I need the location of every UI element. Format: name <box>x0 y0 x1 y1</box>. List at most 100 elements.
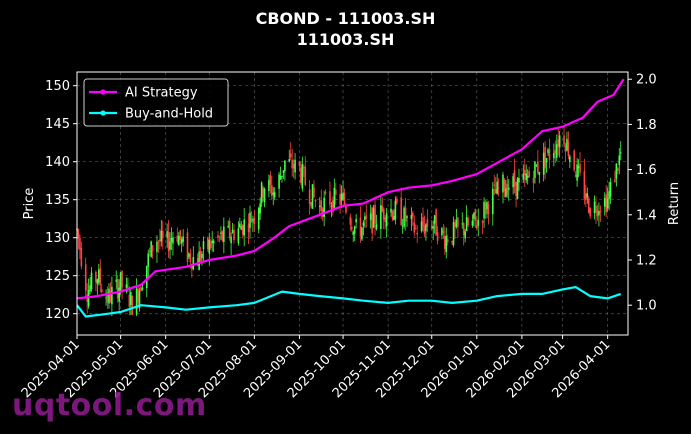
candle-body <box>263 188 266 203</box>
candle-body <box>167 231 170 252</box>
candle-body <box>105 297 107 299</box>
candle-body <box>291 159 293 169</box>
candle-body <box>320 200 323 211</box>
candle-body <box>494 188 497 194</box>
candle-body <box>445 235 448 252</box>
candle-body <box>555 144 558 158</box>
candle-body <box>451 240 453 243</box>
candle-body <box>292 163 295 169</box>
candle-body <box>160 230 163 242</box>
candle-body <box>430 225 433 229</box>
candle-body <box>567 141 570 156</box>
candle-body <box>422 217 424 227</box>
candle-body <box>414 227 417 229</box>
candle-body <box>240 226 243 230</box>
y-axis-label-right: Return <box>667 182 682 225</box>
candle-body <box>609 182 612 197</box>
candle-body <box>179 230 182 240</box>
candle-body <box>343 193 346 205</box>
candle-body <box>452 221 455 246</box>
legend-label: AI Strategy <box>125 86 198 101</box>
candle-body <box>282 170 285 173</box>
candle-body <box>617 168 619 172</box>
candle-body <box>87 290 90 307</box>
candle-body <box>374 204 376 225</box>
candle-body <box>481 221 484 223</box>
candle-body <box>273 192 276 198</box>
y-tick-label-right: 1.2 <box>636 253 657 268</box>
candle-body <box>365 215 368 219</box>
candle-body <box>534 161 536 178</box>
candle-body <box>608 191 610 200</box>
candle-body <box>406 216 408 218</box>
candle-body <box>198 251 200 271</box>
candle-body <box>170 237 173 242</box>
candle-body <box>596 210 599 217</box>
y-tick-label-right: 1.4 <box>636 208 657 223</box>
candle-body <box>89 285 91 292</box>
candle-body <box>262 187 264 198</box>
candle-body <box>116 278 119 299</box>
candle-body <box>138 290 141 309</box>
candle-body <box>436 231 439 241</box>
candle-body <box>207 237 209 250</box>
candle-body <box>223 226 225 243</box>
candle-body <box>595 205 597 213</box>
candle-body <box>522 173 525 180</box>
candle-body <box>412 212 414 217</box>
candle-body <box>333 187 336 208</box>
candle-body <box>118 287 120 302</box>
candle-body <box>239 223 241 228</box>
candle-body <box>423 225 426 234</box>
candle-body <box>98 269 100 283</box>
candle-body <box>249 212 251 228</box>
candle-body <box>512 176 514 188</box>
candle-body <box>454 222 456 227</box>
candle-body <box>476 225 478 229</box>
candle-body <box>247 223 250 233</box>
candle-body <box>420 221 423 232</box>
candle-body <box>442 230 445 234</box>
candle-body <box>618 155 621 166</box>
candle-body <box>109 291 112 302</box>
candle-body <box>384 217 387 222</box>
y-tick-label: 150 <box>45 79 70 94</box>
candle-body <box>432 226 434 229</box>
candle-body <box>257 208 260 230</box>
candle-body <box>493 184 496 186</box>
candle-body <box>350 226 353 230</box>
chart-subtitle: 111003.SH <box>296 30 395 49</box>
candle-body <box>353 226 356 234</box>
candle-body <box>201 253 203 258</box>
candle-body <box>161 230 164 239</box>
watermark-logo: uqtool.com <box>12 388 207 423</box>
candle-body <box>589 208 592 217</box>
candle-body <box>278 174 280 189</box>
candle-body <box>526 175 529 178</box>
candle-body <box>615 163 618 179</box>
candle-body <box>457 217 459 227</box>
candle-body <box>314 200 317 202</box>
candle-body <box>416 232 418 235</box>
legend-label: Buy-and-Hold <box>125 107 213 122</box>
candle-body <box>147 253 150 267</box>
candle-body <box>403 207 405 227</box>
legend-swatch-marker <box>100 89 106 95</box>
candle-body <box>211 240 214 243</box>
candle-body <box>279 175 282 180</box>
candle-body <box>496 181 498 194</box>
series-line-ai-strategy <box>76 78 625 300</box>
candle-body <box>544 147 546 169</box>
candle-body <box>441 228 443 236</box>
candle-body <box>361 227 363 240</box>
candle-body <box>289 153 292 158</box>
candle-body <box>390 208 392 213</box>
candle-body <box>497 187 500 189</box>
y-tick-label: 125 <box>45 269 70 284</box>
candle-body <box>140 287 142 292</box>
candle-body <box>542 152 545 175</box>
candle-body <box>323 197 325 217</box>
candle-body <box>237 228 240 244</box>
candle-body <box>563 135 565 145</box>
candle-body <box>400 197 403 226</box>
